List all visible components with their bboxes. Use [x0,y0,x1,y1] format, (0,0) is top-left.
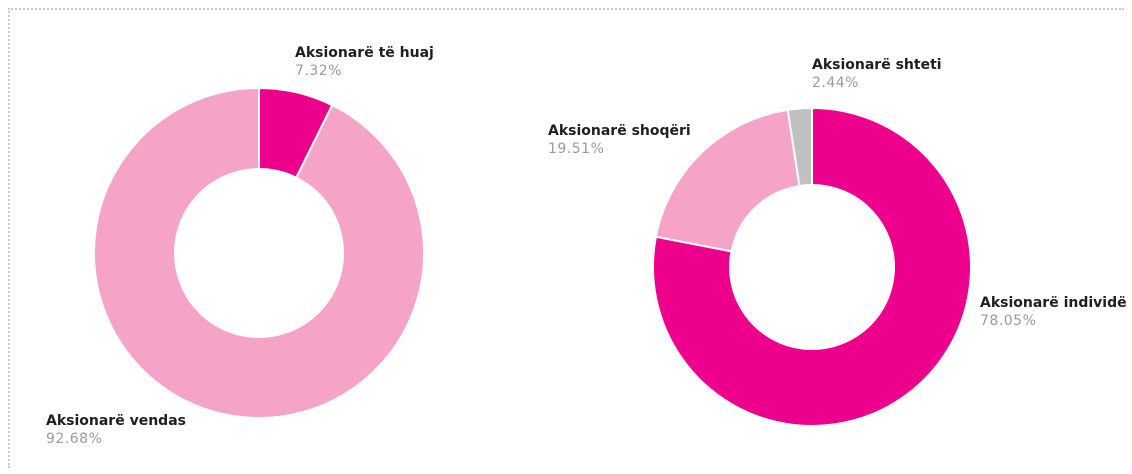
label-individual-shareholders-value: 78.05% [980,313,1037,330]
label-state-shareholders: Aksionarë shteti 2.44% [812,56,942,92]
label-company-shareholders: Aksionarë shoqëri 19.51% [548,122,691,158]
donut-chart-shareholder-types [652,106,972,427]
frame-left-border [8,8,10,468]
label-domestic-shareholders-value: 92.68% [46,431,103,448]
frame-top-border [8,8,1124,10]
slice-company-shareholders [654,108,801,253]
label-company-shareholders-value: 19.51% [548,141,605,158]
label-domestic-shareholders: Aksionarë vendas 92.68% [46,412,186,448]
slice-individual-shareholders [652,106,972,427]
slice-domestic-shareholders [93,86,425,419]
label-domestic-shareholders-name: Aksionarë vendas [46,413,186,429]
label-foreign-shareholders-value: 7.32% [295,63,342,80]
label-individual-shareholders-name: Aksionarë individë [980,295,1127,311]
donut-chart-foreign-vs-domestic [93,86,425,419]
label-foreign-shareholders-name: Aksionarë të huaj [295,45,434,61]
label-state-shareholders-value: 2.44% [812,75,859,92]
slice-state-shareholders [786,106,813,188]
label-individual-shareholders: Aksionarë individë 78.05% [980,294,1127,330]
label-state-shareholders-name: Aksionarë shteti [812,57,942,73]
label-company-shareholders-name: Aksionarë shoqëri [548,123,691,139]
label-foreign-shareholders: Aksionarë të huaj 7.32% [295,44,434,80]
